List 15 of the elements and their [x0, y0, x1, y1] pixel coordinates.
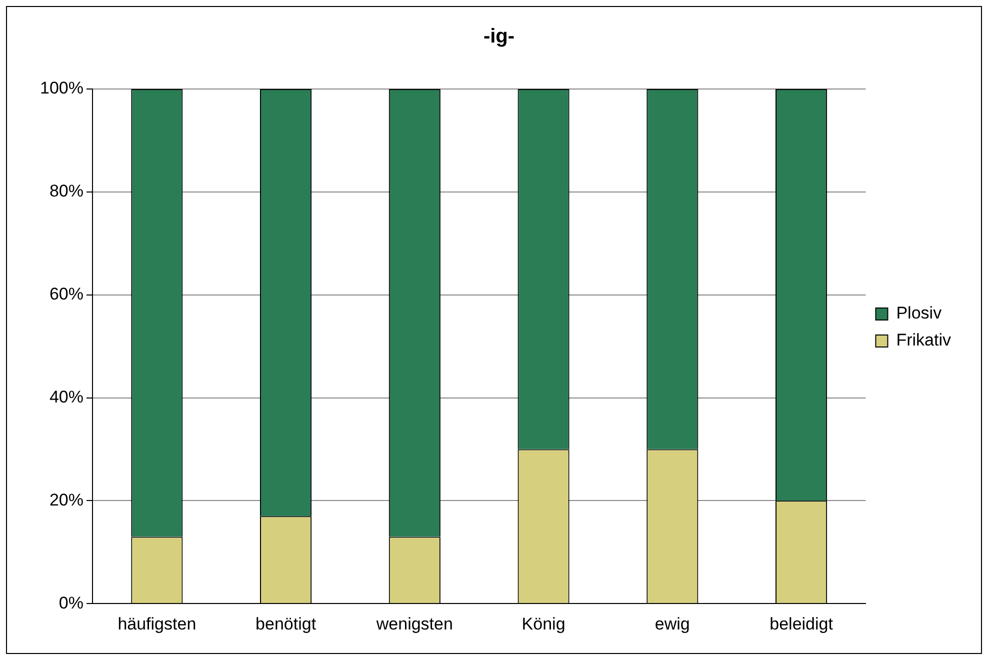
y-tick-label: 20% — [49, 490, 84, 510]
x-tick-label: ewig — [654, 614, 690, 634]
legend-label: Frikativ — [896, 330, 952, 350]
y-tick-label: 40% — [49, 387, 84, 406]
x-tick-label: wenigsten — [375, 614, 453, 634]
y-tick-label: 60% — [49, 284, 84, 304]
chart-title: -ig- — [483, 26, 515, 48]
y-tick-label: 80% — [49, 182, 84, 201]
legend-label: Plosiv — [896, 304, 942, 323]
x-tick-label: beleidigt — [770, 614, 834, 634]
y-tick-label: 100% — [40, 78, 84, 98]
x-tick-label: benötigt — [256, 614, 316, 634]
y-tick-label: 0% — [58, 593, 84, 612]
x-tick-label: König — [522, 614, 566, 634]
x-tick-label: häufigsten — [118, 614, 196, 634]
